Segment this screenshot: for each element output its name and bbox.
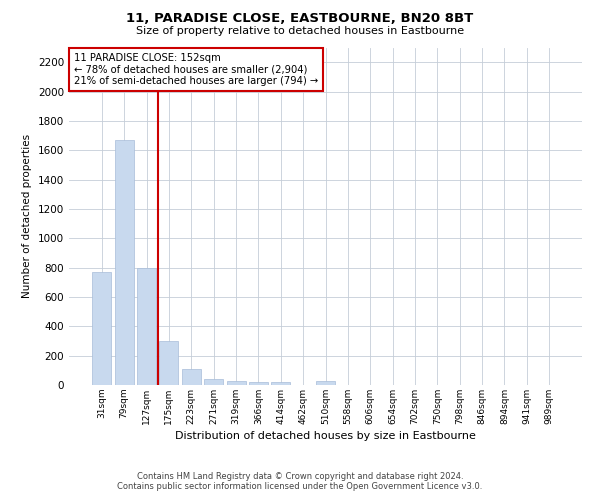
Bar (115, 140, 134, 385)
Bar (227, 380, 245, 385)
X-axis label: Distribution of detached houses by size in Eastbourne: Distribution of detached houses by size … (175, 431, 476, 441)
Bar (160, 341, 178, 385)
Bar (271, 382, 290, 385)
Text: Size of property relative to detached houses in Eastbourne: Size of property relative to detached ho… (136, 26, 464, 36)
Y-axis label: Number of detached properties: Number of detached properties (22, 134, 32, 298)
Text: 11 PARADISE CLOSE: 152sqm
← 78% of detached houses are smaller (2,904)
21% of se: 11 PARADISE CLOSE: 152sqm ← 78% of detac… (74, 52, 319, 86)
Bar (137, 268, 156, 385)
Bar (92, 272, 112, 385)
Text: Contains HM Land Registry data © Crown copyright and database right 2024.
Contai: Contains HM Land Registry data © Crown c… (118, 472, 482, 491)
Bar (249, 382, 268, 385)
Bar (316, 381, 335, 385)
Bar (204, 380, 223, 385)
Bar (182, 369, 201, 385)
Text: 11, PARADISE CLOSE, EASTBOURNE, BN20 8BT: 11, PARADISE CLOSE, EASTBOURNE, BN20 8BT (127, 12, 473, 26)
